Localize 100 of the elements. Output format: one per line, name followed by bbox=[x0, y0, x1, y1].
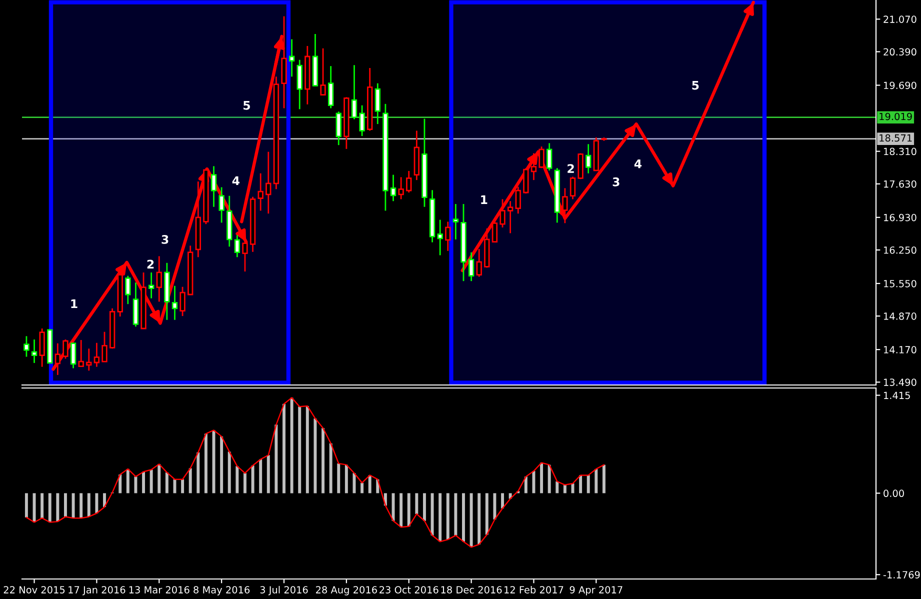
y-tick-label: 15.550 bbox=[884, 280, 916, 288]
candlestick bbox=[234, 234, 240, 258]
candlestick bbox=[210, 165, 217, 208]
bar bbox=[243, 473, 246, 494]
bar bbox=[40, 493, 44, 518]
bar bbox=[165, 472, 168, 494]
bar bbox=[158, 464, 161, 494]
bar bbox=[322, 428, 324, 494]
candlestick bbox=[546, 142, 552, 172]
bar bbox=[586, 475, 590, 494]
bar bbox=[532, 471, 536, 494]
candlestick bbox=[515, 186, 521, 214]
bar bbox=[438, 493, 442, 542]
bar bbox=[360, 482, 364, 494]
bar bbox=[344, 464, 348, 494]
bar bbox=[329, 443, 332, 494]
annotation: 5 bbox=[244, 101, 250, 110]
bar bbox=[524, 476, 528, 494]
bar bbox=[407, 493, 410, 526]
bar bbox=[251, 466, 254, 494]
candlestick bbox=[62, 338, 68, 360]
x-tick-label: 28 Aug 2016 bbox=[316, 586, 377, 596]
bar bbox=[493, 493, 496, 520]
candlestick bbox=[156, 255, 162, 302]
annotation: 3 bbox=[162, 234, 168, 244]
bar bbox=[430, 493, 434, 536]
annotation: 4 bbox=[634, 160, 642, 168]
y-tick-label: 14.170 bbox=[884, 346, 916, 354]
candlestick bbox=[390, 174, 396, 202]
annotation: 3 bbox=[612, 177, 620, 186]
candlestick bbox=[562, 187, 568, 224]
bar bbox=[337, 463, 340, 494]
candlestick bbox=[328, 65, 334, 109]
candlestick bbox=[320, 48, 326, 96]
bar bbox=[556, 481, 559, 494]
candlestick bbox=[288, 38, 295, 78]
bar bbox=[236, 466, 239, 494]
candlestick bbox=[258, 172, 264, 212]
bar bbox=[103, 493, 106, 508]
bar bbox=[306, 406, 309, 494]
candlestick bbox=[351, 64, 358, 120]
candlestick bbox=[102, 331, 108, 362]
y-tick-label: 13.490 bbox=[884, 378, 916, 386]
bar bbox=[563, 484, 566, 494]
candlestick bbox=[445, 221, 451, 252]
candlestick bbox=[406, 170, 412, 194]
bar bbox=[150, 470, 153, 494]
x-tick-label: 3 Jul 2016 bbox=[260, 586, 308, 596]
line-series bbox=[26, 397, 605, 548]
candlestick bbox=[437, 219, 443, 256]
candlestick bbox=[94, 342, 100, 368]
bar bbox=[298, 406, 302, 494]
candlestick bbox=[452, 203, 459, 240]
bar bbox=[446, 493, 450, 540]
candlestick bbox=[78, 339, 84, 368]
bar bbox=[400, 493, 403, 528]
candlestick bbox=[500, 198, 506, 228]
x-tick-label: 17 Jan 2016 bbox=[68, 586, 126, 596]
candlestick bbox=[266, 151, 272, 214]
candlestick bbox=[398, 176, 404, 200]
bar bbox=[470, 493, 473, 548]
bar bbox=[220, 436, 224, 494]
candlestick bbox=[468, 252, 474, 282]
bar bbox=[540, 462, 544, 494]
bar bbox=[80, 493, 83, 518]
bar bbox=[259, 459, 262, 494]
candlestick bbox=[70, 342, 76, 369]
x-tick-label: 8 May 2016 bbox=[194, 586, 250, 596]
candlestick bbox=[125, 275, 131, 305]
y-tick-label: 17.630 bbox=[884, 180, 916, 188]
bar bbox=[64, 493, 67, 517]
bar bbox=[56, 493, 60, 522]
bar bbox=[415, 493, 418, 514]
candlestick bbox=[31, 338, 38, 364]
annotation: 1 bbox=[481, 195, 488, 204]
y-tick-label: 1.415 bbox=[884, 392, 910, 400]
candlestick bbox=[586, 143, 592, 174]
bar bbox=[602, 464, 606, 494]
y-tick-label: 14.870 bbox=[884, 312, 916, 320]
bar bbox=[501, 493, 504, 508]
bar bbox=[454, 493, 458, 536]
bar bbox=[204, 434, 208, 494]
candlestick bbox=[336, 110, 342, 146]
x-tick-label: 23 Oct 2016 bbox=[380, 586, 438, 594]
bar bbox=[72, 493, 75, 518]
bar bbox=[228, 452, 231, 494]
bar bbox=[274, 424, 278, 494]
bar bbox=[485, 493, 488, 535]
bar bbox=[134, 476, 138, 494]
bar bbox=[282, 404, 286, 494]
bar bbox=[462, 493, 465, 542]
y-tick-label: 20.390 bbox=[884, 48, 916, 56]
bar bbox=[579, 475, 582, 494]
bar bbox=[548, 464, 551, 494]
bar bbox=[594, 468, 598, 494]
bar bbox=[314, 418, 317, 494]
bar bbox=[188, 468, 192, 494]
bar bbox=[24, 493, 28, 518]
candlestick bbox=[507, 200, 514, 234]
ref-line-label: 18.571 bbox=[880, 134, 912, 142]
